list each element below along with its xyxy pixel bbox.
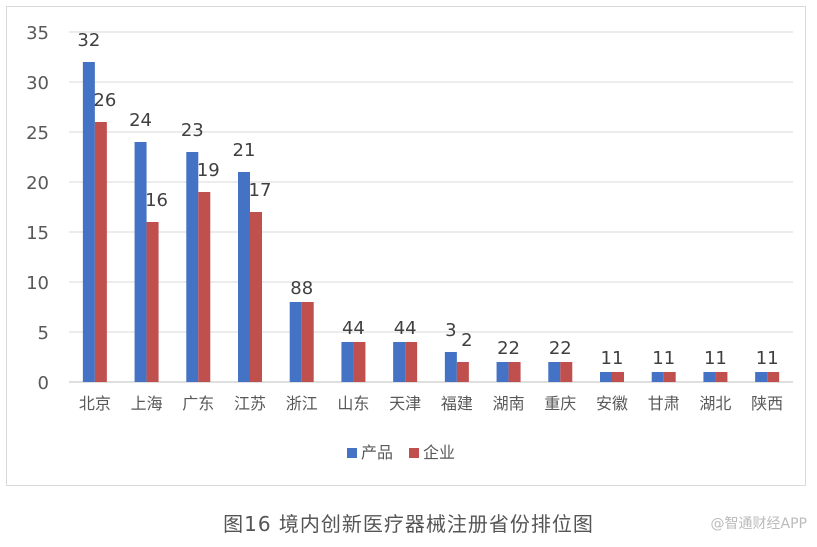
bar-product [289,302,302,382]
data-label-product: 23 [181,120,204,141]
bar-product [238,172,250,382]
watermark: @智通财经APP [710,516,807,532]
y-tick-label: 0 [38,373,49,394]
x-category-label: 山东 [337,394,369,413]
bar-enterprise [767,372,780,382]
bar-product [496,362,509,382]
data-label-enterprise: 2 [461,330,472,351]
bar-product [393,342,406,382]
x-category-label: 上海 [131,394,163,413]
bar-enterprise [94,122,107,382]
legend-swatch-product [347,448,357,458]
bar-product [82,62,95,382]
legend-label-enterprise: 企业 [423,443,455,462]
x-category-label: 陕西 [751,394,783,413]
bar-enterprise [198,192,211,382]
data-label-enterprise: 16 [145,190,168,211]
data-label-enterprise: 19 [197,160,220,181]
bar-enterprise [250,212,262,382]
y-tick-label: 20 [26,173,49,194]
data-label-product: 24 [129,110,152,131]
bar-enterprise [405,342,418,382]
data-label-product: 32 [77,30,100,51]
y-tick-label: 15 [26,223,49,244]
data-label: 11 [652,348,675,369]
data-label: 11 [756,348,779,369]
data-label-enterprise: 17 [249,180,272,201]
data-label-enterprise: 26 [93,90,116,111]
bar-product [755,372,768,382]
x-category-label: 江苏 [234,394,266,413]
data-label: 88 [290,278,313,299]
bar-product [444,352,457,382]
bar-enterprise [715,372,728,382]
x-category-label: 北京 [79,394,111,413]
bar-enterprise [612,372,624,382]
legend-swatch-enterprise [409,448,419,458]
data-label: 44 [342,318,365,339]
y-tick-label: 5 [38,323,49,344]
x-category-label: 安徽 [596,394,628,413]
x-category-label: 广东 [182,394,214,413]
bar-enterprise [508,362,521,382]
bar-enterprise [456,362,469,382]
y-tick-label: 35 [26,23,49,44]
bar-chart: 0 5 10 15 20 25 30 35 32 26 北京 24 16 上海 23 19 广东 21 17 江苏 88… [26,23,793,462]
data-label-product: 3 [445,320,456,341]
chart-frame: 0 5 10 15 20 25 30 35 32 26 北京 24 16 上海 23 19 广东 21 17 江苏 88… [6,6,806,486]
y-tick-label: 10 [26,273,49,294]
x-category-label: 天津 [389,394,421,413]
x-category-label: 浙江 [286,394,318,413]
legend-label-product: 产品 [361,443,393,462]
chart-caption: 图16 境内创新医疗器械注册省份排位图 [223,512,594,536]
bar-enterprise [301,302,314,382]
x-category-label: 湖南 [493,394,525,413]
bar-product [600,372,612,382]
data-label: 22 [549,338,572,359]
bar-enterprise [560,362,573,382]
bar-enterprise [146,222,159,382]
y-tick-label: 25 [26,123,49,144]
bar-product [651,372,664,382]
bar-enterprise [663,372,676,382]
data-label-product: 21 [233,140,256,161]
data-label: 44 [394,318,417,339]
x-category-label: 湖北 [699,394,731,413]
data-label: 11 [601,348,624,369]
data-label: 11 [704,348,727,369]
bar-product [341,342,354,382]
x-category-label: 福建 [441,394,473,413]
bar-product [703,372,716,382]
x-category-label: 重庆 [544,394,576,413]
bar-product [134,142,147,382]
bar-product [186,152,199,382]
data-label: 22 [497,338,520,359]
y-tick-label: 30 [26,73,49,94]
bar-enterprise [353,342,366,382]
x-category-label: 甘肃 [648,394,680,413]
bar-product [548,362,561,382]
